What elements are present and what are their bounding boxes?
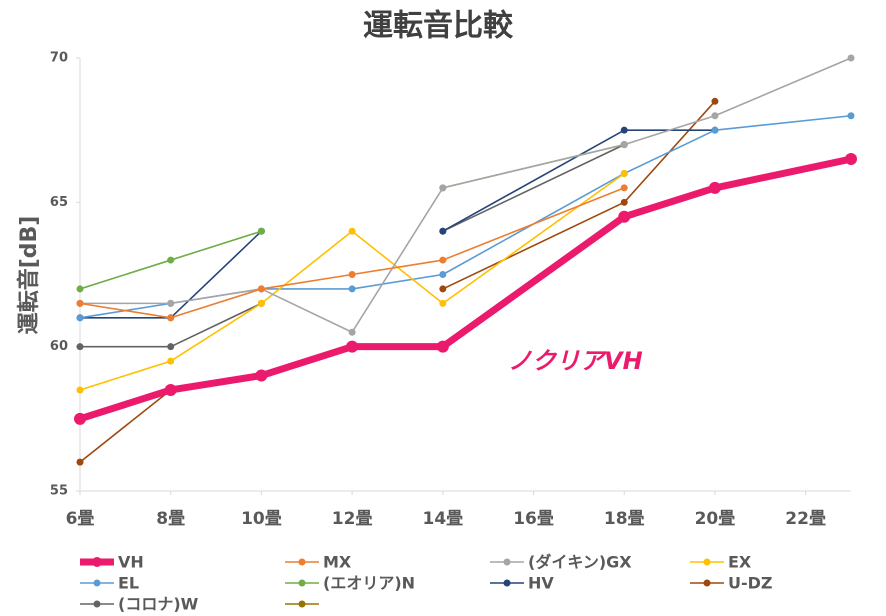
legend-label: HV <box>528 574 554 593</box>
series-line <box>442 129 715 232</box>
x-tick-label: 22畳 <box>785 509 826 529</box>
data-point <box>76 458 84 466</box>
data-point <box>348 328 356 336</box>
data-point <box>620 141 628 149</box>
data-point <box>847 112 855 120</box>
y-tick-label: 60 <box>50 339 68 354</box>
legend-label: (コロナ)W <box>118 595 199 614</box>
data-point <box>439 184 447 192</box>
series-line <box>80 302 262 348</box>
data-point <box>348 285 356 293</box>
data-point <box>708 181 721 194</box>
legend-label: (エオリア)N <box>323 574 415 593</box>
x-tick-label: 10畳 <box>241 509 282 529</box>
x-tick-label: 16畳 <box>513 509 554 529</box>
data-point <box>164 383 177 396</box>
legend-marker <box>298 600 306 608</box>
data-point <box>257 299 265 307</box>
data-point <box>439 285 447 293</box>
data-point <box>618 210 631 223</box>
data-point <box>76 314 84 322</box>
data-point <box>167 357 175 365</box>
data-point <box>255 369 268 382</box>
legend-label: EX <box>728 553 752 572</box>
data-point <box>439 227 447 235</box>
x-tick-label: 20畳 <box>695 509 736 529</box>
annotation: ノクリアVH <box>508 347 643 375</box>
legend-marker <box>703 579 711 587</box>
data-point <box>74 412 86 425</box>
x-tick-label: 14畳 <box>422 509 463 529</box>
data-point <box>845 153 857 166</box>
data-point <box>167 314 175 322</box>
series-line <box>79 187 625 319</box>
data-point <box>76 386 84 394</box>
data-point <box>620 198 628 206</box>
data-point <box>76 285 84 293</box>
legend-label: U-DZ <box>728 574 773 593</box>
chart-title: 運転音比較 <box>363 9 514 44</box>
x-tick-label: 18畳 <box>604 509 645 529</box>
data-point <box>711 112 719 120</box>
y-tick-label: 70 <box>50 51 68 66</box>
data-point <box>620 126 628 134</box>
legend-label: (ダイキン)GX <box>528 553 632 572</box>
legend-label: EL <box>118 574 139 593</box>
data-point <box>711 97 719 105</box>
data-point <box>348 271 356 278</box>
series-line <box>442 143 625 232</box>
series-line <box>78 155 852 423</box>
legend-marker <box>503 579 511 587</box>
data-point <box>711 126 719 134</box>
legend-marker <box>93 579 101 587</box>
data-point <box>76 343 84 351</box>
data-point <box>346 340 359 353</box>
y-axis-label: 運転音[dB] <box>16 216 42 335</box>
y-tick-label: 55 <box>50 484 68 499</box>
legend-marker <box>503 558 511 566</box>
legend-label: VH <box>118 553 144 572</box>
data-point <box>348 227 356 235</box>
data-point <box>167 256 175 264</box>
legend-marker <box>92 557 102 567</box>
data-point <box>439 299 447 307</box>
data-point <box>257 285 265 293</box>
data-point <box>436 340 449 353</box>
legend-marker <box>298 579 306 587</box>
x-tick-label: 8畳 <box>156 509 185 529</box>
series-line <box>80 57 852 334</box>
legend-marker <box>703 558 711 566</box>
x-tick-label: 6畳 <box>66 509 95 529</box>
data-point <box>167 343 175 351</box>
data-point <box>439 256 447 264</box>
data-point <box>257 227 265 235</box>
data-point <box>620 184 628 192</box>
legend-marker <box>93 600 101 608</box>
y-tick-label: 65 <box>50 195 68 210</box>
data-point <box>76 299 84 307</box>
x-tick-label: 12畳 <box>332 509 373 529</box>
data-point <box>167 299 175 307</box>
data-point <box>847 54 855 62</box>
legend-label: MX <box>323 553 352 572</box>
legend-marker <box>298 558 306 566</box>
data-point <box>620 169 628 177</box>
data-point <box>439 271 447 278</box>
series-line <box>79 172 625 391</box>
